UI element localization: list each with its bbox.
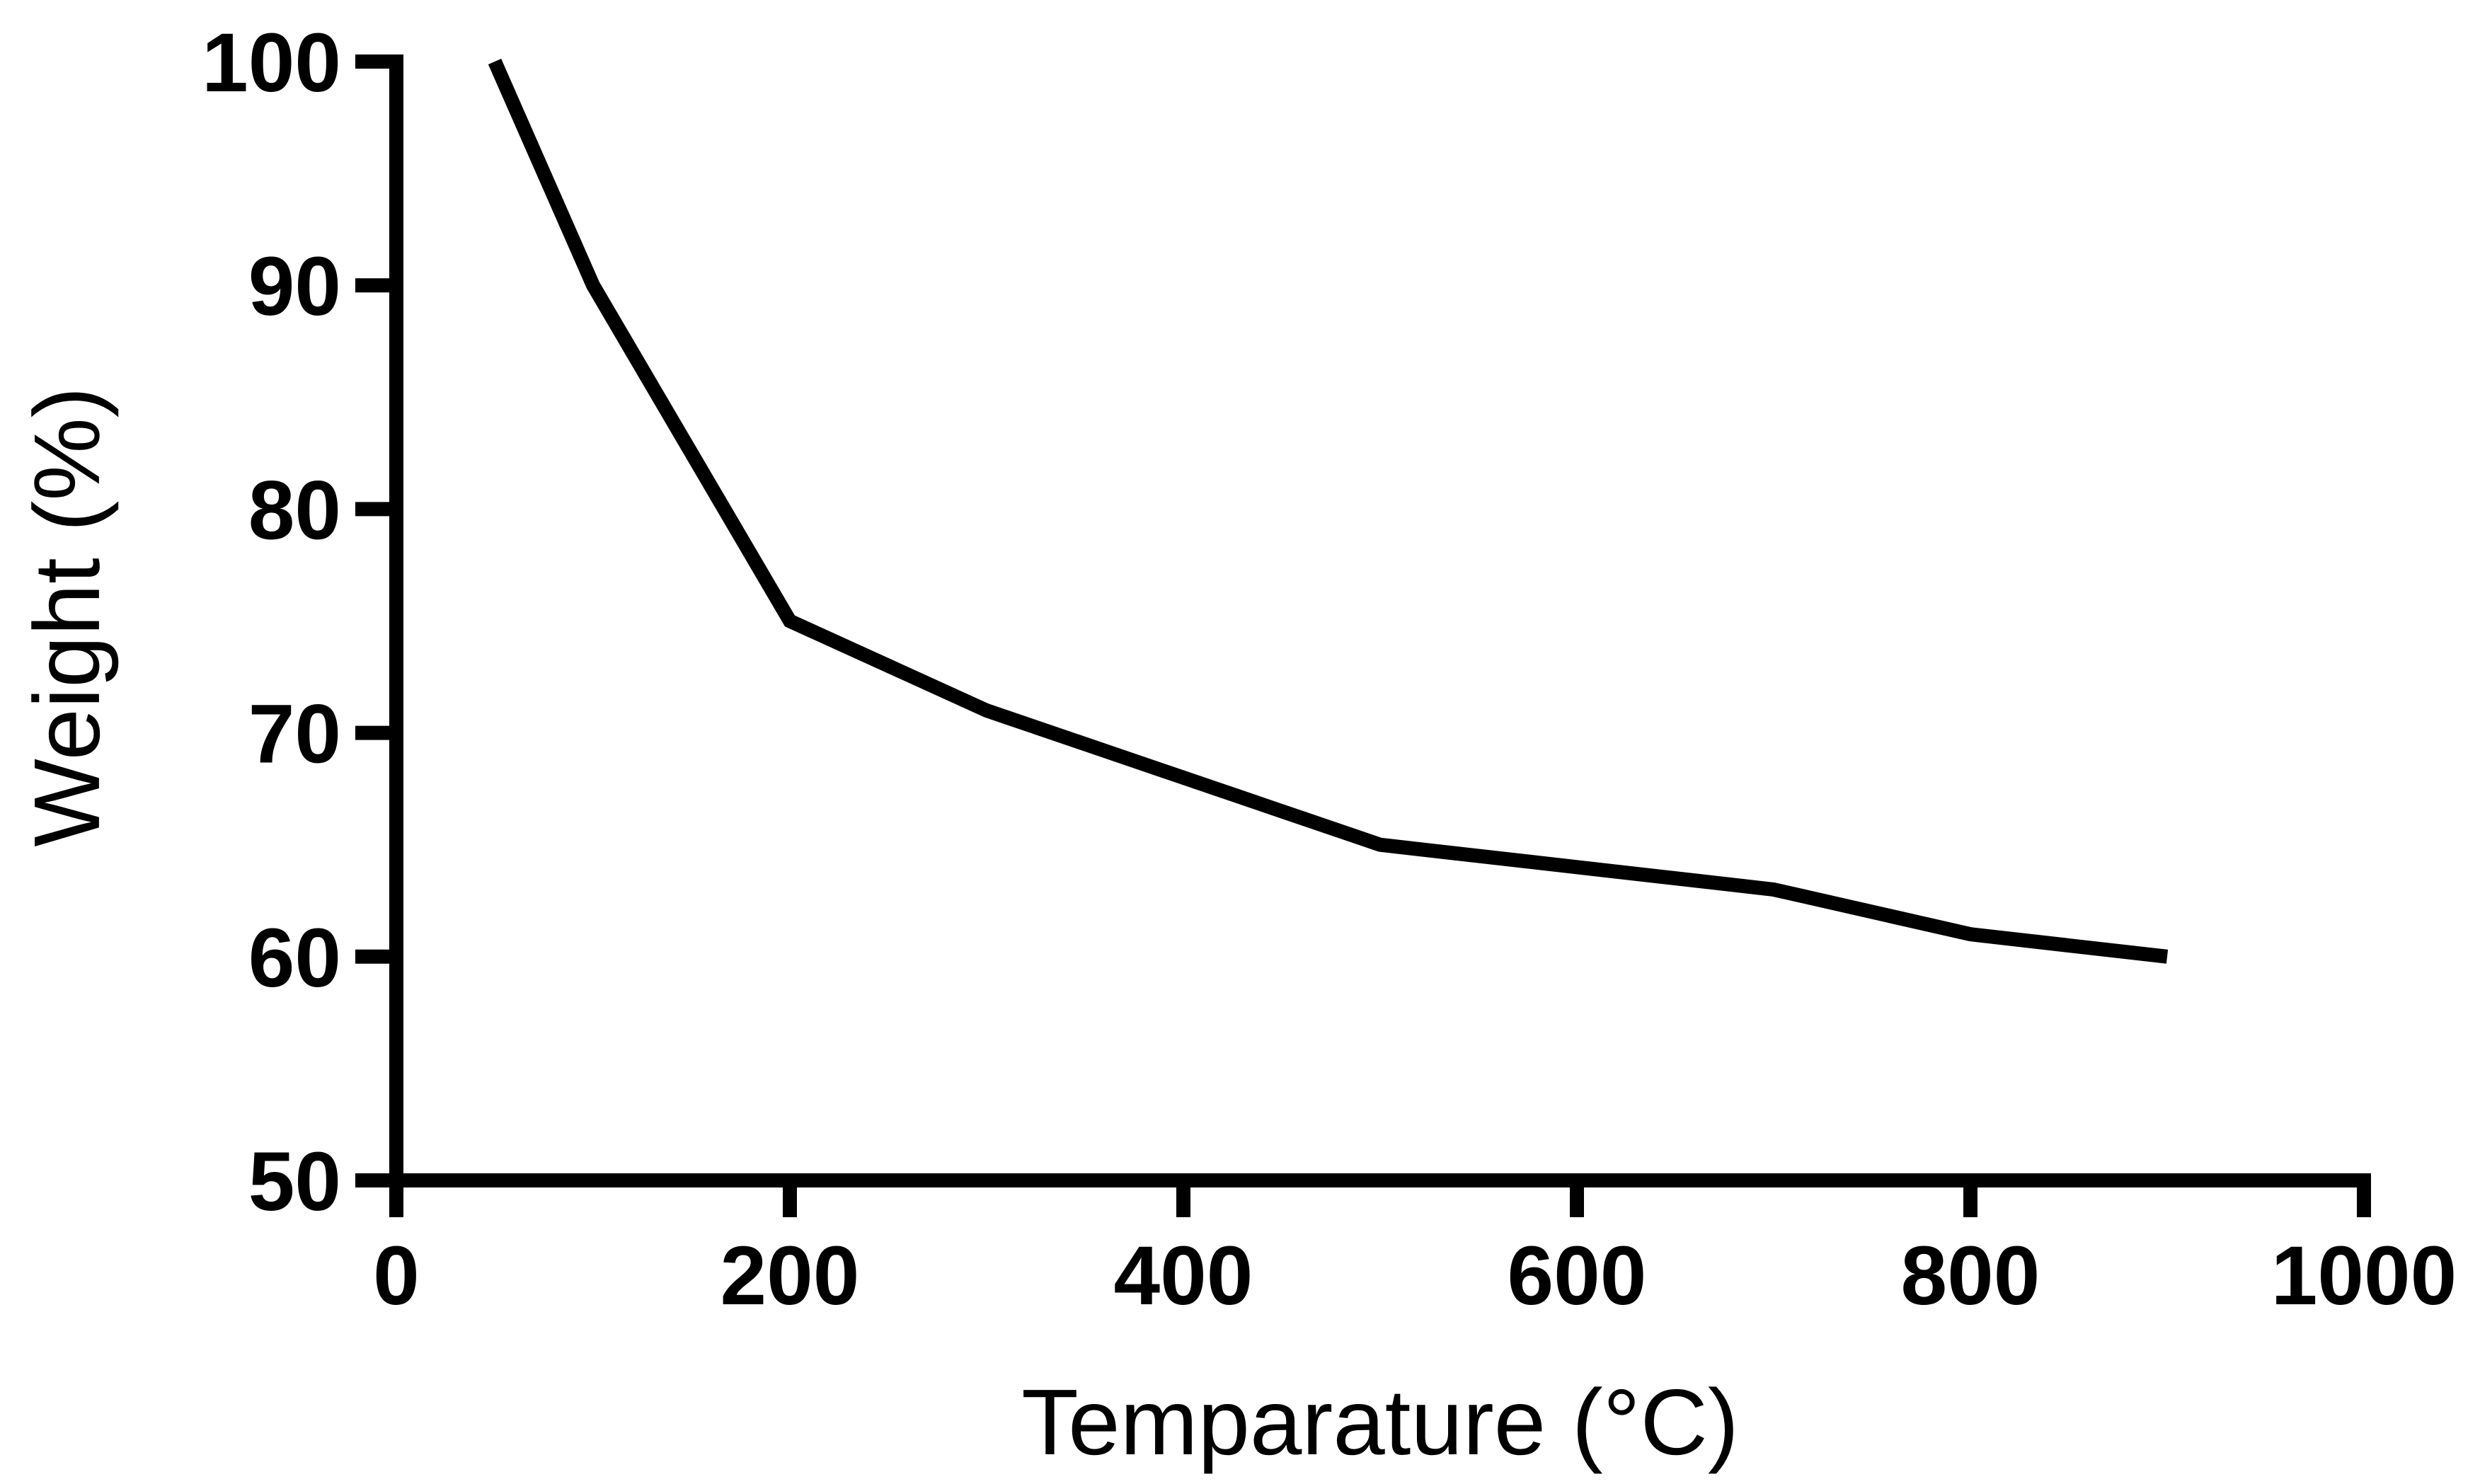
x-axis-title: Temparature (°C) <box>1021 1370 1739 1474</box>
series-line <box>488 58 2169 964</box>
y-tick-label: 100 <box>202 16 341 110</box>
y-axis-ticks: 50 60 70 80 90 100 <box>202 16 396 1229</box>
y-tick-label: 80 <box>248 464 341 557</box>
x-tick-label: 800 <box>1901 1229 2040 1323</box>
x-tick-label: 400 <box>1114 1229 1253 1323</box>
y-tick-label: 90 <box>248 240 341 333</box>
series-group <box>488 58 2169 964</box>
y-tick-label: 50 <box>248 1135 341 1229</box>
y-tick-label: 60 <box>248 911 341 1005</box>
y-tick-label: 70 <box>248 688 341 781</box>
x-tick-label: 1000 <box>2271 1229 2457 1323</box>
x-tick-label: 200 <box>721 1229 860 1323</box>
x-tick-label: 0 <box>373 1229 420 1323</box>
y-axis-title: Weight (%) <box>15 386 119 846</box>
x-axis-ticks: 0 200 400 600 800 1000 <box>373 1180 2457 1323</box>
x-tick-label: 600 <box>1508 1229 1647 1323</box>
